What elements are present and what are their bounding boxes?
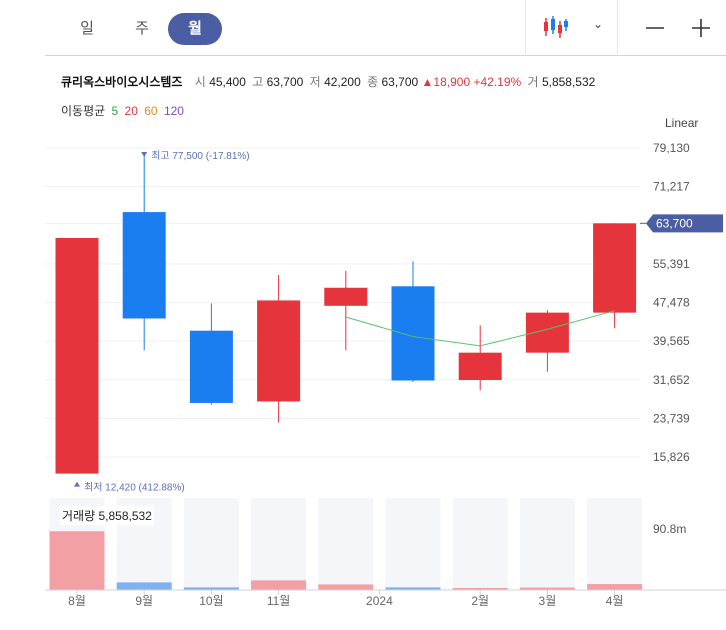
y-tick-label: 39,565 (653, 334, 690, 348)
y-tick-label: 15,826 (653, 450, 690, 464)
close-label: 종 (367, 75, 379, 89)
y-tick-label: 47,478 (653, 296, 690, 310)
volume-bar (251, 580, 307, 590)
y-tick-label: 71,217 (653, 180, 690, 194)
ma5-line (345, 310, 615, 347)
plus-icon (692, 19, 710, 37)
ma-period-60[interactable]: 60 (144, 104, 158, 118)
tab-monthly[interactable]: 월 (168, 13, 222, 45)
candle-body (593, 223, 637, 313)
ma-period-20[interactable]: 20 (124, 104, 138, 118)
volume-label: 거 (527, 75, 539, 89)
scale-mode-toggle[interactable]: Linear (665, 116, 699, 130)
volume-column-bg (385, 498, 441, 590)
volume-value: 5,858,532 (541, 75, 596, 89)
candle-body (324, 287, 368, 306)
divider (617, 0, 618, 56)
chart-type-selector[interactable]: ⌄ (527, 0, 617, 56)
open-label: 시 (194, 75, 206, 89)
chevron-down-icon: ⌄ (593, 17, 604, 31)
max-marker (141, 151, 148, 157)
candle-body (391, 286, 435, 381)
y-tick-label: 79,130 (653, 141, 690, 155)
volume-bar (49, 531, 105, 590)
volume-panel-title: 거래량 5,858,532 (60, 506, 154, 525)
x-tick-label: 2월 (471, 594, 489, 608)
ma-period-5[interactable]: 5 (111, 104, 119, 118)
candle-body (257, 300, 301, 402)
close-value: 63,700 (381, 75, 419, 89)
volume-axis-max: 90.8m (653, 522, 687, 536)
low-value: 42,200 (324, 75, 361, 89)
candlestick-icon (544, 16, 568, 38)
x-tick-label: 2024 (366, 594, 393, 608)
change-value: ▲18,900 (421, 75, 471, 89)
candle-body (458, 352, 502, 381)
volume-column-bg (587, 498, 643, 590)
ma-period-120[interactable]: 120 (163, 104, 184, 118)
price-summary: 큐리옥스바이오시스템즈 시 45,400 고 63,700 저 42,200 종… (61, 73, 595, 90)
change-percent: +42.19% (473, 75, 522, 89)
low-label: 저 (309, 75, 321, 89)
x-tick-label: 10월 (199, 594, 223, 608)
high-value: 63,700 (266, 75, 304, 89)
x-tick-label: 8월 (68, 594, 86, 608)
minus-icon (646, 27, 664, 29)
volume-panel-label: 거래량 (62, 509, 96, 523)
divider (525, 0, 526, 56)
open-value: 45,400 (209, 75, 246, 89)
current-price-label: 63,700 (656, 216, 693, 230)
candle-body (55, 237, 99, 474)
volume-panel-value: 5,858,532 (98, 509, 152, 523)
y-tick-label: 31,652 (653, 373, 690, 387)
x-tick-label: 4월 (606, 594, 624, 608)
volume-bar (318, 584, 374, 590)
volume-bar (452, 588, 508, 590)
zoom-in-button[interactable] (683, 10, 719, 46)
volume-column-bg (519, 498, 575, 590)
x-tick-label: 9월 (135, 594, 153, 608)
moving-average-label: 이동평균 (61, 104, 106, 118)
zoom-out-button[interactable] (637, 10, 673, 46)
volume-column-bg (183, 498, 239, 590)
volume-column-bg (452, 498, 508, 590)
candle-body (122, 212, 166, 319)
candle-body (189, 330, 233, 403)
volume-bar (385, 587, 441, 590)
volume-bar (519, 587, 575, 590)
moving-average-legend: 이동평균 5 20 60 120 (61, 102, 184, 119)
y-tick-label: 23,739 (653, 411, 690, 425)
min-annotation: 최저 12,420 (412.88%) (84, 482, 185, 494)
tab-daily[interactable]: 일 (80, 20, 94, 37)
x-tick-label: 3월 (539, 594, 557, 608)
max-annotation: 최고 77,500 (-17.81%) (151, 150, 249, 162)
volume-bar (116, 582, 172, 590)
stock-name: 큐리옥스바이오시스템즈 (61, 75, 183, 89)
tab-weekly[interactable]: 주 (135, 20, 149, 37)
volume-bar (183, 587, 239, 590)
min-marker (74, 481, 80, 487)
volume-bar (587, 584, 643, 590)
y-tick-label: 55,391 (653, 257, 690, 271)
current-price-tag (646, 214, 723, 233)
period-tabs-bar: 일 주 월 ⌄ (45, 0, 726, 56)
volume-column-bg (251, 498, 307, 590)
x-tick-label: 11월 (267, 594, 291, 608)
high-label: 고 (252, 75, 264, 89)
volume-column-bg (318, 498, 374, 590)
